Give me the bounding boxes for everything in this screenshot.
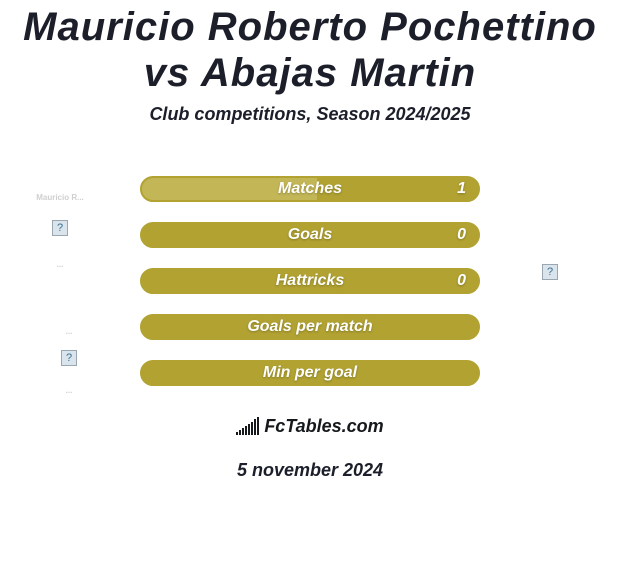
subtitle: Club competitions, Season 2024/2025 (0, 104, 620, 125)
stat-label: Matches (142, 180, 478, 198)
decorative-oval (490, 176, 592, 200)
stat-row: Goals0 (140, 222, 480, 248)
bar-icon-column (251, 422, 253, 435)
broken-image-icon: ? (61, 350, 77, 366)
stat-label: Goals per match (142, 318, 478, 336)
bar-icon-column (236, 432, 238, 435)
stat-value: 0 (457, 272, 466, 290)
attribution-text: FcTables.com (264, 416, 383, 437)
avatar-label-bottom: ... (20, 386, 118, 395)
stat-label: Goals (142, 226, 478, 244)
stat-row: Hattricks0 (140, 268, 480, 294)
bars-icon (236, 417, 259, 435)
stat-label: Min per goal (142, 364, 478, 382)
bar-icon-column (239, 430, 241, 435)
broken-image-icon: ? (542, 264, 558, 280)
stat-row: Goals per match (140, 314, 480, 340)
avatar-label-bottom: ... (6, 260, 114, 269)
stat-label: Hattricks (142, 272, 478, 290)
stat-row: Min per goal (140, 360, 480, 386)
stat-row: Matches1 (140, 176, 480, 202)
avatar-circle: ?...... (20, 309, 118, 407)
bar-icon-column (245, 426, 247, 435)
date-text: 5 november 2024 (0, 460, 620, 481)
attribution-badge: FcTables.com (205, 404, 415, 448)
broken-image-icon: ? (52, 220, 68, 236)
avatar-circle: ? Mauricio R...... (6, 174, 114, 282)
avatar-circle: ? (506, 228, 594, 316)
stat-value: 0 (457, 226, 466, 244)
bar-icon-column (254, 419, 256, 435)
page-title: Mauricio Roberto Pochettino vs Abajas Ma… (0, 0, 620, 96)
bar-icon-column (248, 424, 250, 435)
bar-icon-column (242, 428, 244, 435)
avatar-label-top: Mauricio R... (6, 193, 114, 202)
bar-icon-column (257, 417, 259, 435)
avatar-label-top: ... (20, 327, 118, 336)
stat-value: 1 (457, 180, 466, 198)
